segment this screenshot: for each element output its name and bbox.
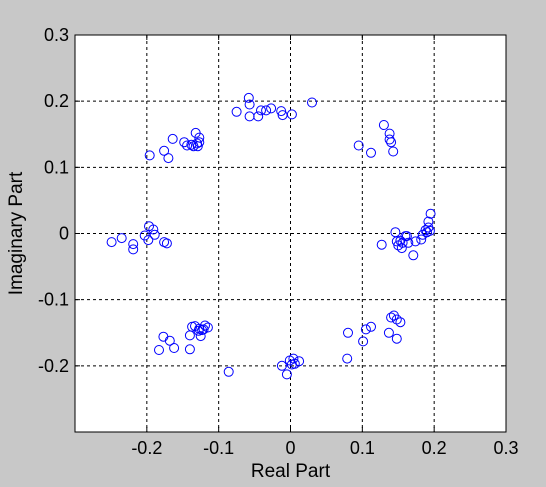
data-point [358,336,369,347]
y-tick-label: 0 [59,224,69,244]
data-point [128,239,139,250]
data-point [144,150,155,161]
data-point [179,137,190,148]
x-tick-labels: -0.2 -0.1 0 0.1 0.2 0.3 [131,438,518,458]
data-point [223,366,234,377]
data-point [395,317,406,328]
data-point [424,225,435,236]
data-point [128,244,139,255]
y-tick-label: 0.1 [44,157,69,177]
data-point [195,331,206,342]
data-point [288,353,299,364]
data-point [376,239,387,250]
data-point [149,229,160,240]
data-point [154,345,164,355]
y-axis-label: Imaginary Part [6,171,27,295]
data-point [410,236,421,247]
data-point [286,109,297,120]
data-point [184,344,195,355]
data-point [182,140,193,151]
data-point [256,105,266,116]
data-point [266,103,277,114]
y-tick-labels: -0.2 -0.1 0 0.1 0.2 0.3 [38,25,69,376]
data-point [423,216,434,227]
data-point [391,333,402,344]
y-tick-label: -0.2 [38,356,69,376]
data-point [416,234,427,245]
data-point [378,120,389,130]
data-point [231,106,242,117]
data-point [396,243,407,254]
data-point [342,353,353,364]
x-tick-label: 0.1 [350,438,375,458]
data-point [281,369,292,380]
data-point [261,105,272,116]
x-tick-label: 0 [285,438,295,458]
data-point [202,322,213,333]
data-point [353,140,364,151]
data-point [163,153,174,164]
data-point [106,237,117,248]
x-tick-label: 0.3 [493,438,518,458]
data-point [386,137,397,148]
data-point [307,97,317,108]
y-tick-label: 0.2 [44,91,69,111]
x-tick-label: -0.1 [203,438,234,458]
data-point [200,320,210,331]
data-point [169,343,180,353]
data-point [167,133,178,144]
data-point [383,327,394,338]
y-tick-label: 0.3 [44,25,69,45]
data-points [106,92,436,380]
x-tick-label: -0.2 [131,438,162,458]
data-point [425,208,436,219]
data-point [276,106,287,117]
data-point [194,137,205,148]
data-point [116,233,127,244]
data-point [384,134,395,145]
data-point [343,327,353,338]
data-point [253,111,264,122]
data-point [360,324,371,335]
data-point [388,146,399,157]
data-point [366,147,376,158]
y-tick-label: -0.1 [38,290,69,310]
data-point [403,237,414,248]
x-axis-label: Real Part [251,461,331,482]
data-point [148,224,159,235]
data-point [391,314,402,325]
x-tick-label: 0.2 [422,438,447,458]
data-point [276,360,287,371]
data-point [161,238,172,249]
data-point [420,225,431,236]
data-point [386,312,397,323]
data-point [294,356,305,367]
data-point [244,99,255,110]
data-point [194,132,205,143]
data-point [143,235,154,246]
data-point [401,231,412,242]
axis-ticks [75,34,507,432]
data-point [164,335,175,346]
data-point [408,250,419,261]
data-point [243,92,254,103]
data-point [159,145,170,156]
data-point [366,321,376,332]
